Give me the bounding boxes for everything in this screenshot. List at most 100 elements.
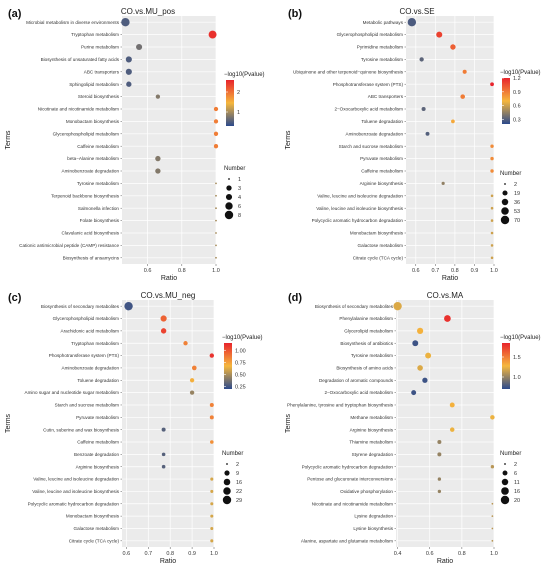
panel-b-size-legend-label: 19 <box>514 191 520 197</box>
panel-d-term-label: Degradation of aromatic compounds <box>319 378 394 383</box>
panel-a-size-legend-dot <box>226 185 232 191</box>
panel-d-term-label: Methane metabolism <box>350 415 393 420</box>
panel-c-point <box>210 489 214 493</box>
panel-a-point <box>213 106 219 112</box>
panel-b-term-label: Pyruvate metabolism <box>360 156 403 161</box>
panel-c-term-label: Benzoate degradation <box>74 452 119 457</box>
panel-a-point <box>213 131 219 136</box>
panel-c-colorbar-label: 0.50 <box>235 372 246 378</box>
panel-a-point <box>125 56 132 63</box>
panel-b-term-label: Ubiquinone and other terpenoid−quinone b… <box>293 69 404 74</box>
panel-b-size-legend-dot <box>502 190 508 196</box>
panel-d-xtick-label: 0.4 <box>394 551 402 557</box>
panel-b-title: CO.vs.SE <box>399 7 434 16</box>
panel-c: (c) CO.vs.MU_neg <box>8 291 195 304</box>
panel-d-term-label: Arginine biosynthesis <box>350 427 394 432</box>
panel-a-xtick-label: 0.8 <box>178 268 186 274</box>
panel-c-point <box>210 477 214 481</box>
panel-d-point <box>490 465 495 469</box>
panel-c-point <box>210 526 214 531</box>
panel-c-term-label: Monobactam biosynthesis <box>66 514 120 519</box>
panel-d-term-label: Biosynthesis of antibiotics <box>340 341 393 346</box>
panel-b-size-legend-label: 70 <box>514 218 520 224</box>
panel-b-xtick-label: 0.9 <box>471 268 479 274</box>
panel-a-term-label: Steroid biosynthesis <box>78 94 120 99</box>
panel-c-size-legend-dot <box>222 495 232 505</box>
panel-d: (d) CO.vs.MA <box>288 291 464 304</box>
panel-b-point <box>490 244 494 247</box>
panel-d-size-legend-label: 2 <box>514 462 517 468</box>
panel-a-point <box>155 155 161 162</box>
panel-b-point <box>421 106 426 112</box>
panel-b-point <box>407 18 417 27</box>
panel-a-xtick-label: 0.6 <box>144 268 152 274</box>
panel-a-point <box>215 244 217 247</box>
panel-c-point <box>124 301 133 311</box>
panel-a-colorbar-label: 2 <box>237 90 240 96</box>
panel-a-point <box>121 18 130 27</box>
panel-a-term-label: Cationic antimicrobial peptide (CAMP) re… <box>19 243 119 248</box>
panel-a-term-label: Biosynthesis of ansamycins <box>63 255 120 260</box>
panel-a-size-legend-label: 6 <box>238 204 241 210</box>
panel-c-point <box>209 415 214 420</box>
panel-b-point <box>436 31 443 38</box>
panel-d-point <box>437 452 442 457</box>
panel-c-point <box>191 365 197 371</box>
panel-c-size-legend-dot <box>223 478 231 486</box>
panel-d-term-label: Styrene degradation <box>352 452 394 457</box>
panel-b-point <box>425 131 430 136</box>
panel-c-point <box>161 427 166 432</box>
panel-b-colorbar-label: 0.3 <box>513 117 521 123</box>
panel-b-term-label: ABC transporters <box>368 94 404 99</box>
panel-d-size-legend-label: 11 <box>514 480 520 486</box>
panel-a-term-label: Salmonella infection <box>78 206 120 211</box>
panel-b-xtick-label: 0.6 <box>412 268 420 274</box>
panel-c-title: CO.vs.MU_neg <box>141 291 196 300</box>
panel-b: (b) CO.vs.SE <box>288 7 435 20</box>
panel-c-background <box>122 300 214 547</box>
panel-c-point <box>209 402 214 407</box>
panel-c-xtick-label: 0.6 <box>123 551 131 557</box>
panel-d-term-label: Pentose and glucuronate interconversions <box>307 477 394 482</box>
panel-c-term-label: Valine, leucine and isoleucine degradati… <box>33 477 119 482</box>
panel-c-point <box>210 440 214 444</box>
panel-c-point <box>210 502 214 506</box>
panel-a-xlabel: Ratio <box>161 275 177 282</box>
panel-a-point <box>215 232 217 234</box>
panel-d-size-legend-label: 6 <box>514 471 517 477</box>
panel-c-term-label: Phosphotransferase system (PTS) <box>49 353 120 358</box>
panel-c-term-label: Galactose metabolism <box>74 526 120 531</box>
panel-d-point <box>449 402 455 408</box>
panel-c-size-legend-label: 2 <box>236 462 239 468</box>
panel-b-point <box>490 156 494 161</box>
panel-d-term-label: Oxidative phosphorylation <box>340 489 393 494</box>
panel-b-size-legend-dot <box>500 215 510 225</box>
panel-d-tag: (d) <box>288 292 302 304</box>
panel-b-term-label: Toluene degradation <box>361 119 403 124</box>
panel-b-background <box>406 16 494 264</box>
panel-b-term-label: Arginine biosynthesis <box>360 181 404 186</box>
panel-b-xlabel: Ratio <box>442 275 458 282</box>
panel-c-term-label: Arachidonic acid metabolism <box>61 328 120 333</box>
panel-b-term-label: Aminobenzoate degradation <box>346 131 404 136</box>
panel-b-point <box>490 82 494 87</box>
panel-b-size-legend-dot <box>504 183 506 185</box>
panel-a-plot: Microbial metabolism in diverse environm… <box>5 16 265 282</box>
panel-a-size-legend-label: 3 <box>238 186 241 192</box>
panel-a-tag: (a) <box>8 8 22 20</box>
panel-c-colorbar-label: 0.75 <box>235 360 246 366</box>
panel-d-point <box>393 301 402 311</box>
panel-a-term-label: Purine metabolism <box>81 45 119 50</box>
panel-a-term-label: Microbial metabolism in diverse environm… <box>26 20 120 25</box>
panel-a-background <box>122 16 216 264</box>
panel-d-point <box>425 352 432 359</box>
panel-d-xtick-label: 1.0 <box>490 551 498 557</box>
panel-b-term-label: Galactose metabolism <box>358 243 404 248</box>
panel-c-size-legend-label: 29 <box>236 498 242 504</box>
panel-a-point <box>125 68 132 75</box>
panel-c-term-label: Biosynthesis of secondary metabolites <box>41 304 120 309</box>
panel-c-term-label: Valine, leucine and isoleucine biosynthe… <box>32 489 119 494</box>
panel-c-term-label: Arginine biosynthesis <box>76 464 120 469</box>
panel-c-point <box>161 452 166 457</box>
panel-d-point <box>491 539 494 542</box>
